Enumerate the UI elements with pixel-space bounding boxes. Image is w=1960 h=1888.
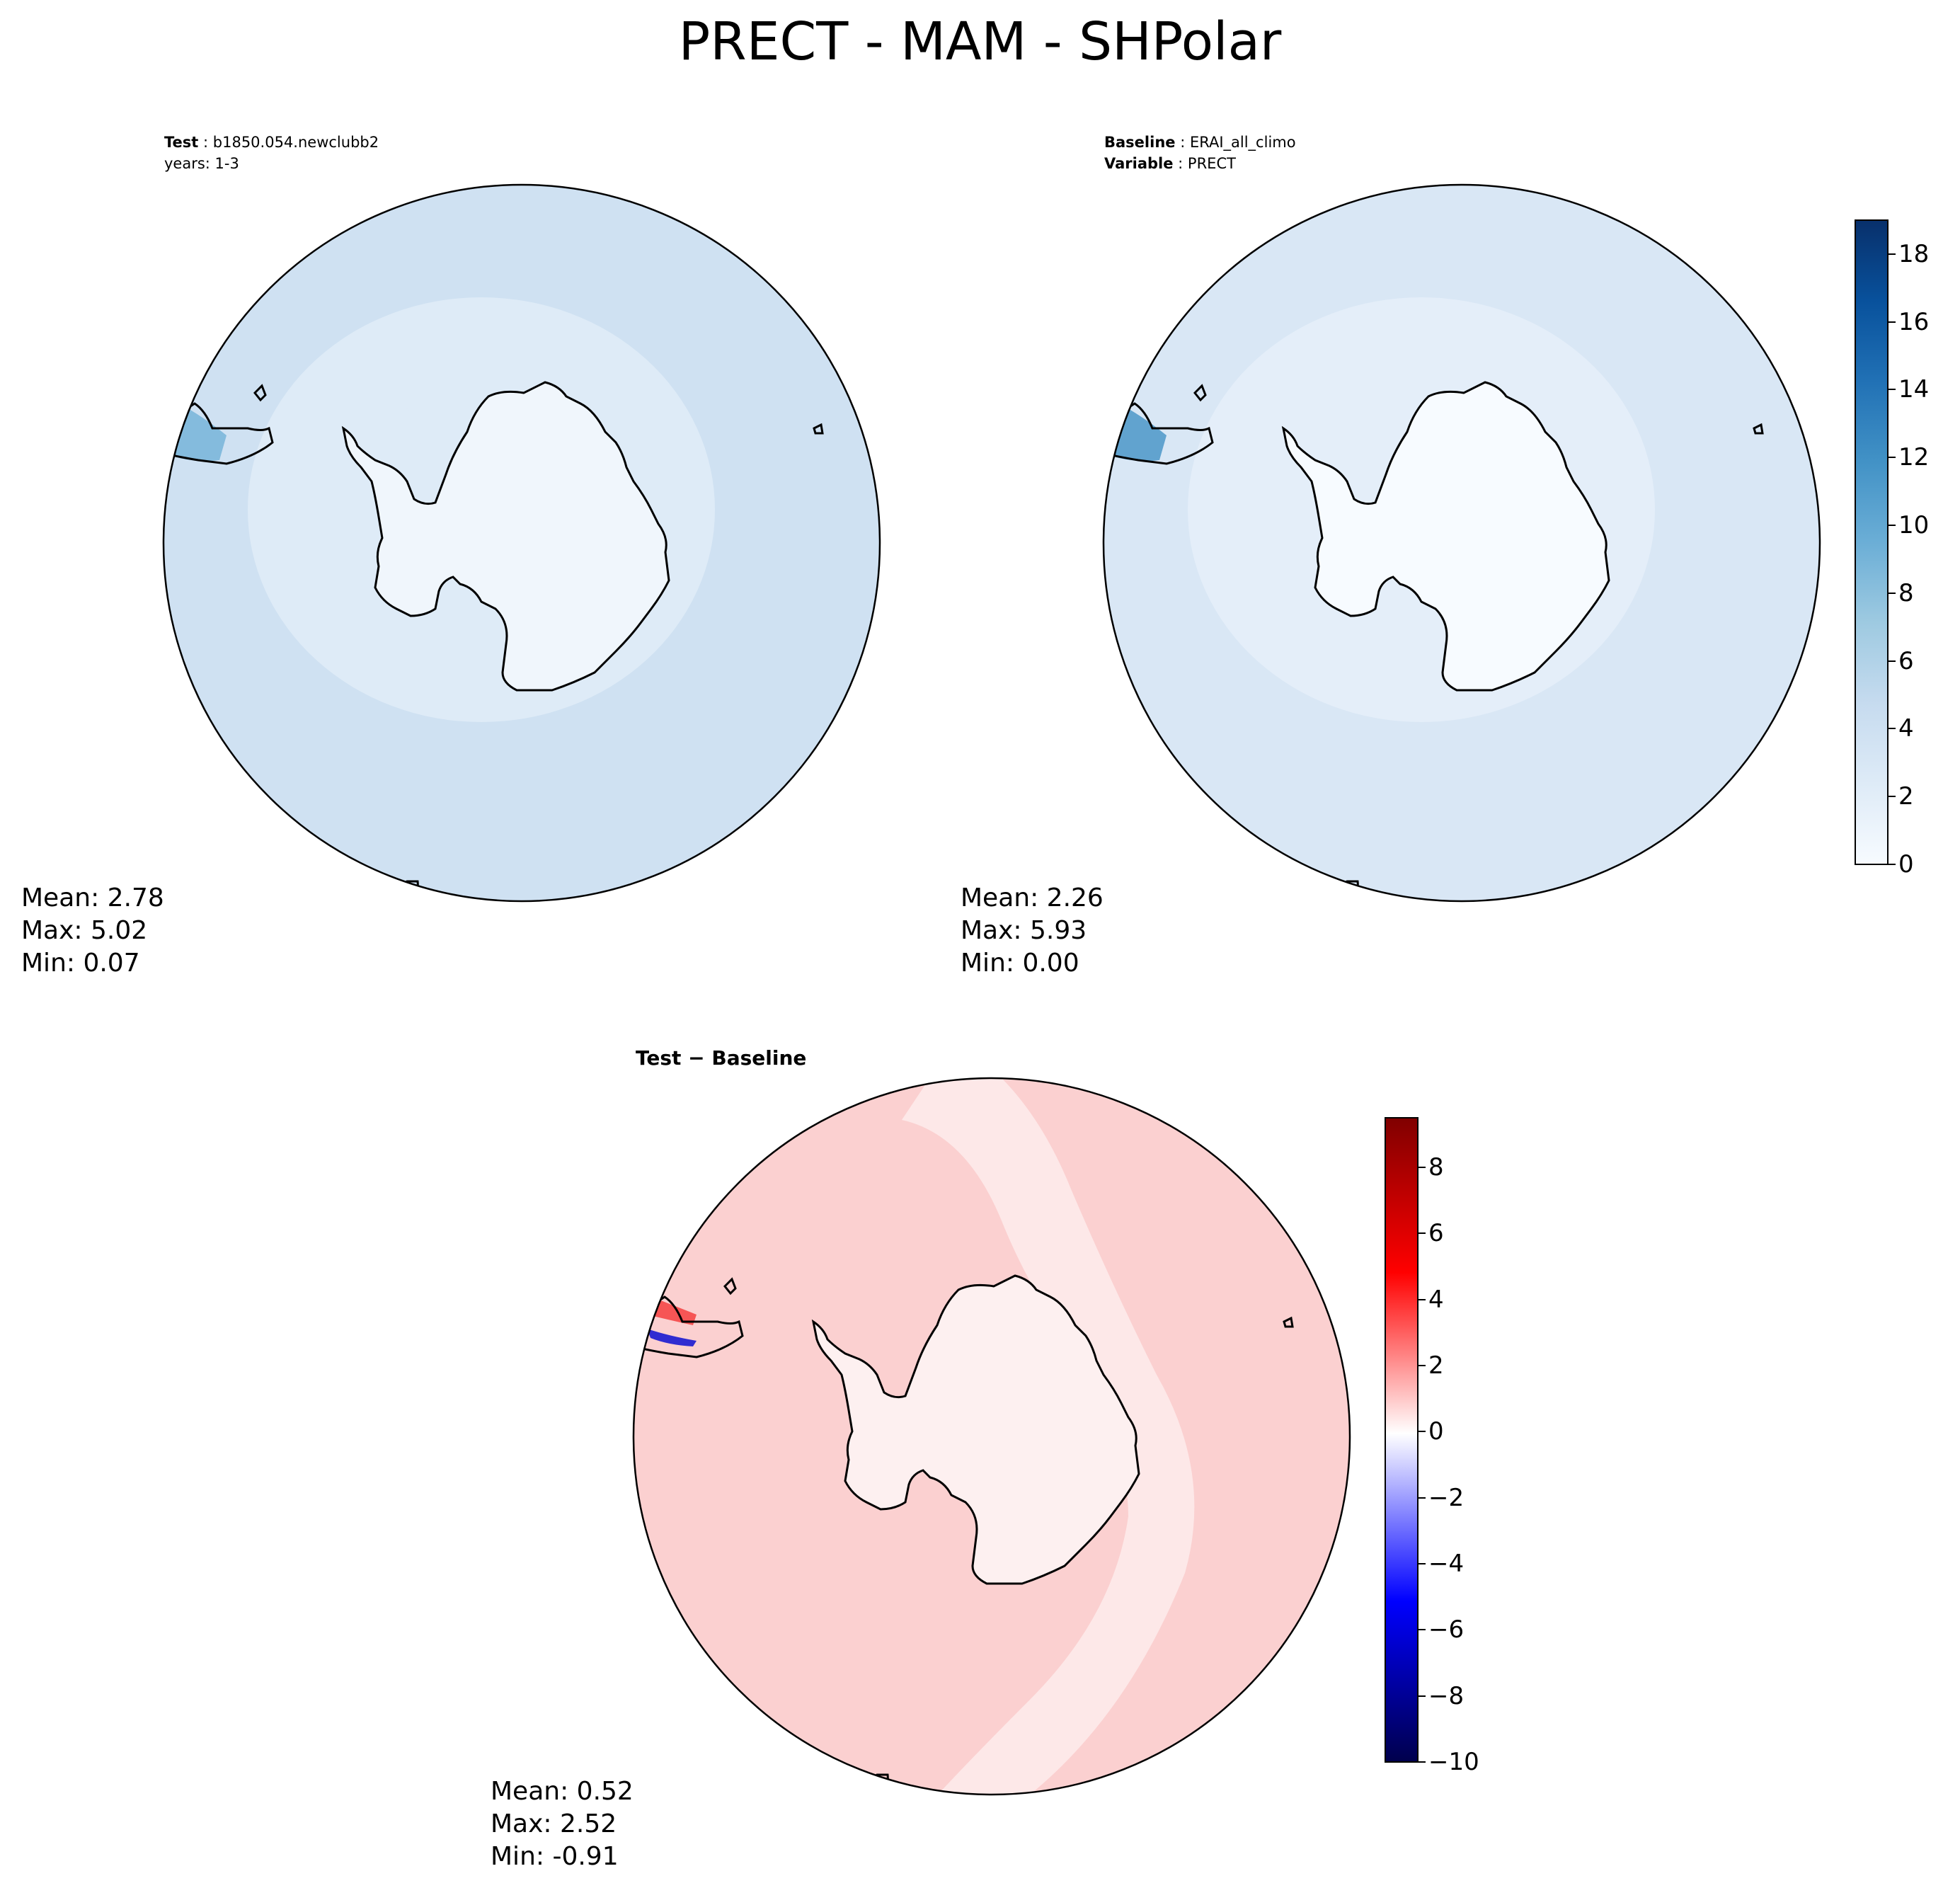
precip-tick-mark [1889, 796, 1896, 798]
diff-tick-label: −8 [1428, 1681, 1465, 1710]
diff-tick-mark [1419, 1761, 1426, 1763]
test-falklands [253, 384, 267, 402]
diff-mean: Mean: 0.52 [491, 1777, 634, 1806]
precip-tick-mark [1889, 321, 1896, 323]
test-case-name: b1850.054.newclubb2 [212, 134, 379, 151]
diff-island-east [1283, 1316, 1294, 1328]
diff-tick-label: −4 [1428, 1550, 1465, 1578]
figure-title: PRECT - MAM - SHPolar [678, 11, 1282, 72]
baseline-falklands [1193, 384, 1207, 402]
diff-tick-label: 0 [1428, 1417, 1444, 1446]
diff-colorbar-fill [1385, 1117, 1419, 1763]
diff-tick-mark [1419, 1629, 1426, 1631]
baseline-island-east [1753, 423, 1764, 435]
precip-tick-label: 18 [1898, 239, 1930, 268]
test-mean: Mean: 2.78 [21, 883, 164, 912]
diff-tick-mark [1419, 1298, 1426, 1300]
precip-tick-label: 2 [1898, 782, 1914, 811]
precip-tick-mark [1889, 525, 1896, 527]
diff-tick-label: 4 [1428, 1285, 1444, 1314]
diff-min: Min: -0.91 [491, 1842, 619, 1871]
diff-tick-label: −10 [1428, 1748, 1479, 1776]
diff-map-boundary [632, 1077, 1351, 1796]
precip-tick-mark [1889, 592, 1896, 594]
precip-tick-label: 8 [1898, 578, 1914, 607]
baseline-polar-map [1102, 183, 1821, 903]
precip-tick-mark [1889, 457, 1896, 459]
test-antarctica [341, 381, 670, 692]
diff-tick-label: −6 [1428, 1615, 1465, 1644]
test-label-key: Test [164, 134, 199, 151]
test-polar-map [162, 183, 881, 903]
diff-polar-map [632, 1077, 1351, 1796]
diff-tick-mark [1419, 1167, 1426, 1168]
diff-tick-label: 6 [1428, 1219, 1444, 1248]
variable-label-key: Variable [1104, 155, 1174, 172]
diff-stats: Mean: 0.52 Max: 2.52 Min: -0.91 [491, 1775, 634, 1873]
test-stats: Mean: 2.78 Max: 5.02 Min: 0.07 [21, 882, 164, 980]
precip-tick-mark [1889, 660, 1896, 662]
diff-tick-mark [1419, 1431, 1426, 1433]
diff-inner-field [902, 1078, 1195, 1795]
diff-antarctica [811, 1274, 1140, 1585]
baseline-antarctica [1281, 381, 1610, 692]
precip-tick-label: 14 [1898, 375, 1930, 404]
diff-tick-mark [1419, 1365, 1426, 1366]
diff-panel-title: Test − Baseline [636, 1046, 807, 1070]
precip-tick-label: 0 [1898, 850, 1914, 879]
test-map-boundary [162, 183, 881, 903]
test-years: years: 1-3 [164, 155, 239, 172]
precip-tick-mark [1889, 864, 1896, 865]
precip-tick-mark [1889, 389, 1896, 391]
diff-tick-mark [1419, 1563, 1426, 1564]
diff-falklands [723, 1277, 737, 1295]
diff-tick-mark [1419, 1497, 1426, 1499]
diff-tick-label: 8 [1428, 1153, 1444, 1182]
test-max: Max: 5.02 [21, 916, 148, 945]
precip-tick-label: 4 [1898, 714, 1914, 743]
baseline-mean: Mean: 2.26 [961, 883, 1104, 912]
test-panel-label: Test : b1850.054.newclubb2 years: 1-3 [164, 134, 379, 172]
precip-tick-mark [1889, 253, 1896, 255]
diff-colorbar [1385, 1117, 1419, 1763]
diff-negative-minimum [647, 1329, 697, 1346]
precip-tick-mark [1889, 728, 1896, 730]
diff-tick-mark [1419, 1232, 1426, 1235]
test-min: Min: 0.07 [21, 949, 140, 978]
diff-max: Max: 2.52 [491, 1809, 617, 1838]
diff-tick-mark [1419, 1695, 1426, 1697]
precip-tick-label: 16 [1898, 307, 1930, 336]
precip-colorbar-fill [1855, 219, 1889, 865]
diff-tick-label: 2 [1428, 1351, 1444, 1380]
baseline-min: Min: 0.00 [961, 949, 1079, 978]
diff-tick-label: −2 [1428, 1483, 1465, 1512]
baseline-label-key: Baseline [1104, 134, 1176, 151]
baseline-case-name: ERAI_all_climo [1189, 134, 1296, 151]
variable-name: PRECT [1187, 155, 1236, 172]
test-island-east [813, 423, 824, 435]
precip-tick-label: 12 [1898, 443, 1930, 472]
precip-colorbar [1855, 219, 1889, 865]
precip-tick-label: 6 [1898, 646, 1914, 675]
baseline-map-boundary [1102, 183, 1821, 903]
baseline-panel-label: Baseline : ERAI_all_climo Variable : PRE… [1104, 134, 1296, 172]
precip-tick-label: 10 [1898, 511, 1930, 540]
baseline-max: Max: 5.93 [961, 916, 1087, 945]
baseline-stats: Mean: 2.26 Max: 5.93 Min: 0.00 [961, 882, 1104, 980]
